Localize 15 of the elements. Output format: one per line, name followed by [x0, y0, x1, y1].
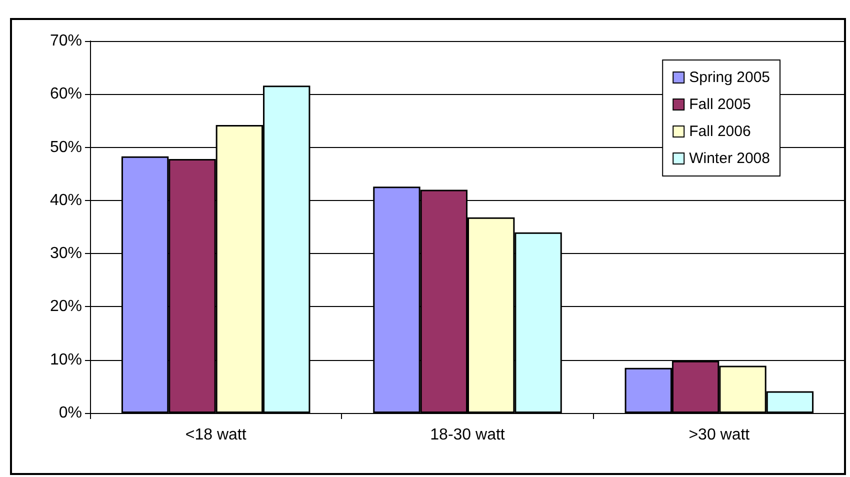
x-tick-label: 18-30 watt — [430, 426, 506, 444]
y-tick-label: 40% — [50, 192, 82, 209]
legend-label: Winter 2008 — [689, 150, 770, 167]
x-tick-label: <18 watt — [185, 426, 247, 444]
y-tick-label: 10% — [50, 351, 82, 368]
legend-label: Fall 2006 — [689, 123, 751, 140]
y-tick-label: 30% — [50, 245, 82, 262]
y-tick-label: 60% — [50, 86, 82, 103]
y-tick-label: 20% — [50, 298, 82, 316]
y-tick-label: 0% — [58, 404, 82, 422]
legend-label: Fall 2005 — [689, 96, 751, 113]
y-tick-label: 70% — [50, 32, 82, 50]
legend-label: Spring 2005 — [689, 69, 770, 86]
y-tick-label: 50% — [50, 138, 82, 156]
x-tick-label: >30 watt — [688, 426, 750, 444]
